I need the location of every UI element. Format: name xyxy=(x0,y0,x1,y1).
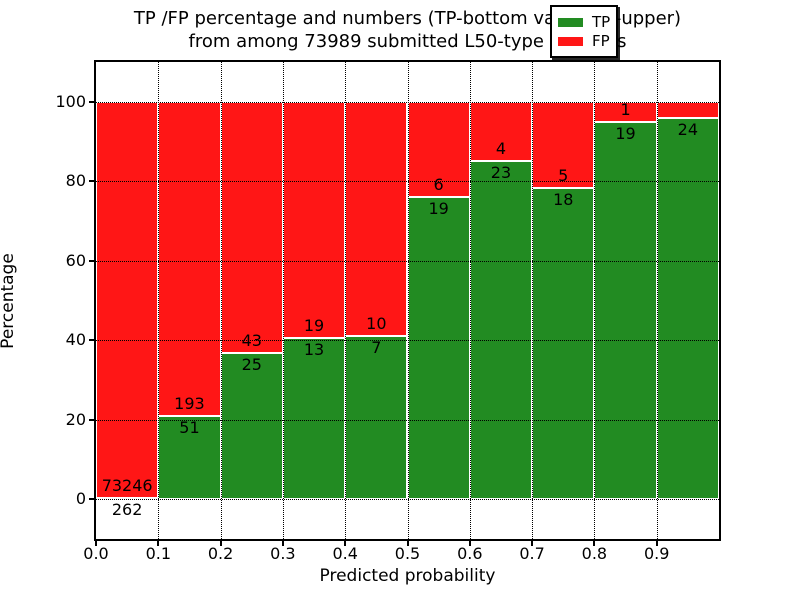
bar-segment-tp xyxy=(345,335,408,500)
gridline-vertical xyxy=(407,62,409,539)
x-tick-mark xyxy=(531,541,534,546)
bar-segment-fp xyxy=(158,101,221,417)
y-tick-label: 100 xyxy=(55,91,86,111)
fp-count-label: 43 xyxy=(241,331,262,351)
x-tick-mark xyxy=(344,541,347,546)
fp-count-label: 73246 xyxy=(101,475,153,495)
gridline-horizontal xyxy=(96,340,719,342)
plot-area: 73246 262 193 51 43 25 19 13 10 7 6 19 4 23 5 18 1 19 24 xyxy=(96,62,719,539)
bar-segment-tp xyxy=(594,121,657,500)
fp-count-label: 5 xyxy=(558,166,569,186)
x-tick-mark xyxy=(593,541,596,546)
chart-title-line1: TP /FP percentage and numbers (TP-bottom… xyxy=(133,8,682,29)
bar-segment-tp xyxy=(282,337,346,500)
y-tick-mark xyxy=(89,100,94,103)
tp-count-label: 7 xyxy=(371,337,382,357)
fp-count-label: 193 xyxy=(174,394,205,414)
gridline-vertical xyxy=(594,62,596,539)
x-tick-mark xyxy=(219,541,222,546)
x-tick-label: 0.0 xyxy=(83,544,109,563)
fp-count-label: 19 xyxy=(303,315,325,335)
gridline-vertical xyxy=(469,62,471,539)
x-tick-label: 0.8 xyxy=(581,544,608,563)
tp-count-label: 19 xyxy=(428,199,449,219)
x-tick-label: 0.9 xyxy=(643,544,670,563)
y-tick-label: 80 xyxy=(65,171,86,191)
y-tick-label: 20 xyxy=(65,409,86,429)
y-tick-mark xyxy=(89,180,94,183)
y-tick-mark xyxy=(89,339,94,342)
x-tick-label: 0.3 xyxy=(270,544,296,563)
fp-count-label: 4 xyxy=(495,138,507,158)
x-axis-title: Predicted probability xyxy=(319,566,496,586)
y-tick-label: 40 xyxy=(65,330,86,350)
fp-count-label: 10 xyxy=(366,313,387,333)
y-tick-label: 0 xyxy=(75,489,86,509)
fp-count-label: 6 xyxy=(433,175,444,195)
bar-segment-tp xyxy=(220,353,283,500)
legend-label: TP xyxy=(592,13,611,31)
x-tick-label: 0.5 xyxy=(394,544,421,563)
bar-segment-fp xyxy=(220,101,283,354)
bar-segment-tp xyxy=(469,160,533,500)
gridline-horizontal xyxy=(96,419,719,421)
gridline-vertical xyxy=(158,62,160,539)
tp-count-label: 25 xyxy=(241,355,262,375)
x-tick-mark xyxy=(406,541,409,546)
y-tick-mark xyxy=(89,498,94,501)
legend-row: TP xyxy=(558,14,610,31)
tp-count-label: 13 xyxy=(303,339,325,359)
tp-count-label: 24 xyxy=(677,119,699,139)
legend: TP FP xyxy=(550,5,618,58)
bar-segment-tp xyxy=(656,117,719,500)
gridline-horizontal xyxy=(96,499,719,501)
gridline-vertical xyxy=(220,62,222,539)
y-axis-title: Percentage xyxy=(0,253,18,349)
bar-segment-tp xyxy=(407,197,470,500)
y-tick-label: 60 xyxy=(65,250,86,270)
x-tick-mark xyxy=(468,541,471,546)
bar-segment-fp xyxy=(96,101,159,498)
bar-segment-tp xyxy=(158,416,221,500)
tp-legend-swatch xyxy=(558,18,583,27)
gridline-horizontal xyxy=(96,181,719,183)
gridline-vertical xyxy=(656,62,658,539)
x-tick-label: 0.4 xyxy=(332,544,358,563)
legend-row: FP xyxy=(558,33,610,50)
tp-count-label: 19 xyxy=(615,123,636,143)
tp-count-label: 23 xyxy=(490,162,512,182)
bar-segment-tp xyxy=(532,188,595,500)
x-tick-label: 0.2 xyxy=(207,544,234,563)
tp-count-label: 18 xyxy=(553,190,574,210)
fp-count-label: 1 xyxy=(620,99,631,119)
x-tick-label: 0.1 xyxy=(145,544,172,563)
gridline-vertical xyxy=(532,62,534,539)
bar-segment-fp xyxy=(656,101,719,118)
x-tick-mark xyxy=(95,541,97,546)
bar-segment-fp xyxy=(282,101,346,338)
tp-count-label: 51 xyxy=(179,418,200,438)
gridline-vertical xyxy=(345,62,347,539)
x-tick-mark xyxy=(281,541,284,546)
gridline-vertical xyxy=(282,62,284,539)
legend-label: FP xyxy=(592,32,610,50)
tp-count-label: 262 xyxy=(111,499,143,519)
y-tick-mark xyxy=(89,259,94,262)
y-tick-mark xyxy=(89,418,94,421)
x-tick-label: 0.6 xyxy=(457,544,483,563)
chart-title-line2: from among 73989 submitted L50-type cont… xyxy=(188,31,627,52)
bar-segment-fp xyxy=(532,101,595,189)
gridline-horizontal xyxy=(96,101,719,103)
bar-segment-fp xyxy=(345,101,408,336)
x-tick-label: 0.7 xyxy=(519,544,545,563)
fp-legend-swatch xyxy=(558,37,583,46)
x-tick-mark xyxy=(157,541,160,546)
gridline-horizontal xyxy=(96,260,719,262)
x-tick-mark xyxy=(655,541,658,546)
